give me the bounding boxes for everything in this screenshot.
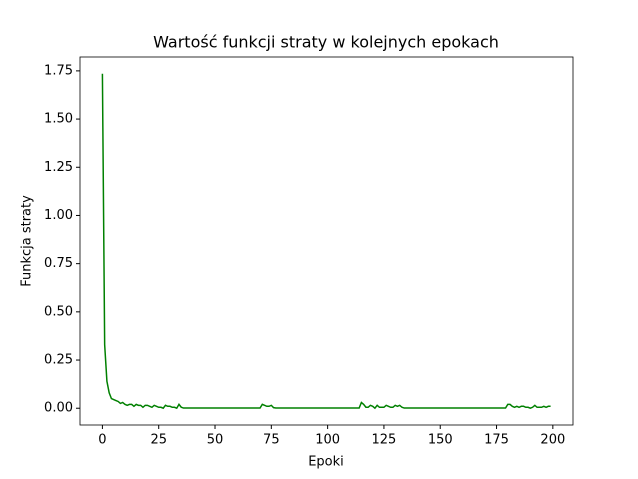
x-tick-label: 0 [98, 433, 106, 448]
chart-title: Wartość funkcji straty w kolejnych epoka… [153, 33, 499, 52]
x-tick-label: 25 [150, 433, 167, 448]
x-axis-label: Epoki [308, 455, 344, 470]
y-axis-label: Funkcja straty [20, 195, 35, 287]
y-tick-label: 0.00 [44, 401, 73, 416]
y-tick-label: 0.25 [44, 353, 73, 368]
x-tick-label: 75 [263, 433, 280, 448]
y-tick-label: 1.50 [44, 112, 73, 127]
y-tick-label: 1.75 [44, 63, 73, 78]
y-tick-label: 0.50 [44, 304, 73, 319]
x-tick-label: 50 [207, 433, 224, 448]
x-tick-label: 125 [372, 433, 397, 448]
y-tick-label: 1.25 [44, 160, 73, 175]
plot-frame [79, 56, 574, 426]
x-tick-label: 200 [540, 433, 565, 448]
x-tick-label: 175 [484, 433, 509, 448]
y-tick-label: 1.00 [44, 208, 73, 223]
x-tick-label: 150 [428, 433, 453, 448]
x-tick-label: 100 [315, 433, 340, 448]
y-tick-label: 0.75 [44, 256, 73, 271]
loss-line [101, 73, 551, 410]
